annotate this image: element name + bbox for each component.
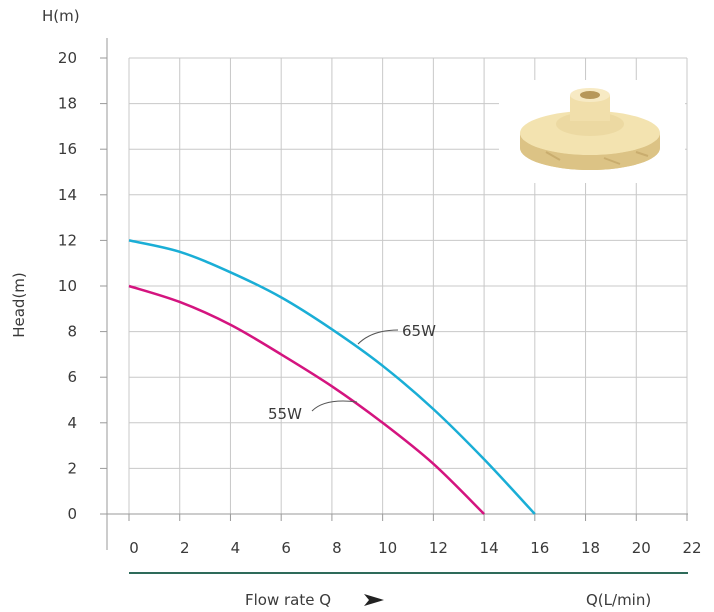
x-axis-title: Flow rate Q <box>245 591 331 609</box>
y-tick-label: 0 <box>67 505 77 523</box>
y-tick-label: 10 <box>58 277 77 295</box>
y-tick-label: 14 <box>58 186 77 204</box>
x-tick-label: 14 <box>480 539 499 557</box>
x-tick-label: 8 <box>332 539 342 557</box>
y-tick-label: 20 <box>58 49 77 67</box>
leader-55w <box>311 400 358 412</box>
series-label-55w: 55W <box>268 405 302 423</box>
x-tick-labels: 0 2 4 6 8 10 12 14 16 18 20 22 <box>128 514 702 557</box>
series-curves <box>128 239 536 515</box>
x-tick-label: 4 <box>231 539 241 557</box>
x-axis-unit-label: Q(L/min) <box>586 591 651 609</box>
x-tick-label: 18 <box>581 539 600 557</box>
axes <box>106 38 688 550</box>
y-tick-label: 18 <box>58 95 77 113</box>
x-tick-label: 2 <box>180 539 190 557</box>
x-tick-label: 10 <box>378 539 397 557</box>
y-tick-label: 12 <box>58 231 77 249</box>
series-line-65w <box>128 239 536 515</box>
leader-65w <box>357 329 399 345</box>
y-axis-unit-label: H(m) <box>42 7 80 25</box>
y-tick-label: 6 <box>67 368 77 386</box>
x-tick-label: 12 <box>429 539 448 557</box>
y-tick-label: 2 <box>67 459 77 477</box>
y-tick-labels: 0 2 4 6 8 10 12 14 16 18 20 <box>58 49 107 523</box>
x-tick-label: 16 <box>530 539 549 557</box>
arrow-right-icon <box>364 594 384 606</box>
x-tick-label: 6 <box>281 539 291 557</box>
y-tick-label: 16 <box>58 140 77 158</box>
impeller-photo <box>499 80 685 183</box>
series-line-55w <box>128 284 485 515</box>
y-tick-label: 8 <box>67 323 77 341</box>
x-tick-label: 0 <box>129 539 139 557</box>
series-label-65w: 65W <box>402 322 436 340</box>
x-tick-label: 22 <box>682 539 701 557</box>
y-tick-label: 4 <box>67 414 77 432</box>
x-tick-label: 20 <box>632 539 651 557</box>
y-axis-title: Head(m) <box>10 272 28 338</box>
grid-lines <box>128 57 688 515</box>
